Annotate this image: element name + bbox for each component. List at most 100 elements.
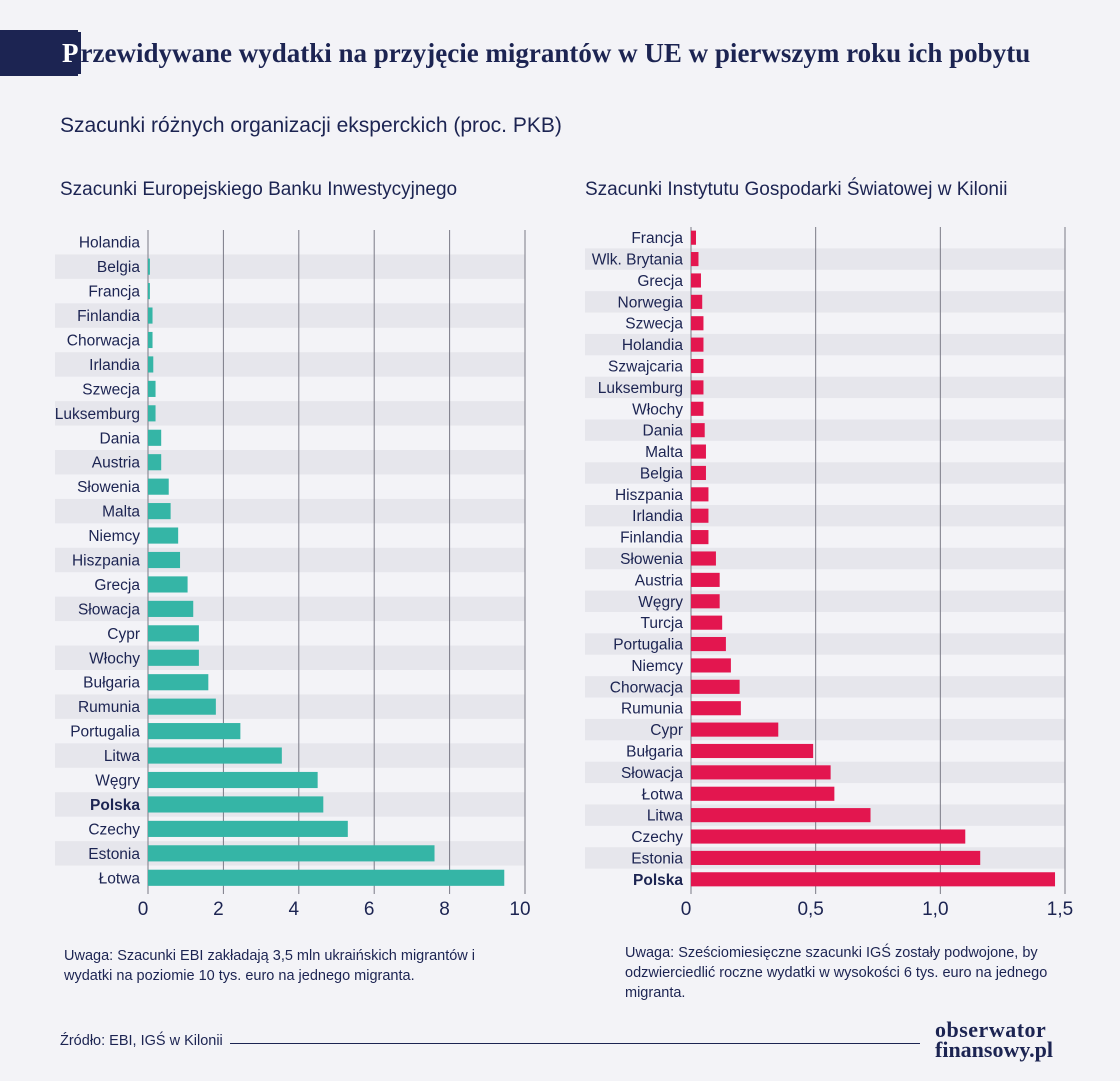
category-label: Węgry [638,594,683,611]
bar [148,527,179,544]
category-label: Cypr [650,722,683,739]
row-stripe [585,376,1065,399]
category-label: Chorwacja [67,333,141,350]
bar [691,829,966,844]
category-label: Niemcy [631,658,683,675]
category-label: Bułgaria [626,743,683,760]
source-divider [230,1043,920,1044]
bar [691,808,871,823]
bar [148,331,153,349]
logo-line-1: obserwator [935,1017,1047,1042]
bar [148,356,154,373]
category-label: Cypr [107,626,140,643]
category-label: Słowenia [620,551,683,568]
category-label: Irlandia [89,357,140,374]
logo-line-2: finansowy.pl [935,1037,1053,1062]
bar [148,674,209,691]
category-label: Hiszpania [72,553,140,570]
bar [148,820,348,837]
bar [691,872,1056,887]
category-label: Czechy [88,821,140,838]
bar [148,429,162,446]
bar [691,701,741,716]
bar [691,423,705,438]
bar [691,487,709,502]
category-label: Malta [102,504,140,521]
category-label: Niemcy [88,528,140,545]
bar [148,747,282,764]
category-label: Luksemburg [55,406,140,423]
category-label: Hiszpania [615,487,683,504]
bar [691,230,696,245]
category-label: Norwegia [618,294,684,311]
x-tick-label: 1,0 [922,899,948,920]
bar [148,600,194,617]
bars [691,230,1056,887]
category-label: Estonia [88,846,140,863]
category-label: Bułgaria [83,675,140,692]
x-tick-label: 8 [439,899,450,920]
bars [148,258,505,886]
stripes [55,254,525,866]
x-tick-label: 2 [213,899,224,920]
bar [691,743,814,759]
category-label: Portugalia [70,724,140,741]
bar [148,380,156,397]
bar [691,572,720,587]
bar [691,401,704,416]
page-subtitle: Szacunki różnych organizacji eksperckich… [60,114,562,137]
row-stripe [55,694,525,719]
category-label: Belgia [640,465,683,482]
bar [148,723,241,740]
row-stripe [585,248,1065,270]
bar [148,454,162,471]
category-label: Szwajcaria [608,359,683,376]
category-label: Holandia [79,235,141,252]
category-labels: Holandia Belgia Francja Finlandia Chorwacja I… [55,235,141,888]
category-label: Luksemburg [598,380,683,397]
category-label: Rumunia [78,699,140,716]
bar [691,380,704,395]
category-label: Holandia [622,337,684,354]
chart-title-ebi: Szacunki Europejskiego Banku Inwestycyjn… [60,179,458,200]
note-ebi: Uwaga: Szacunki EBI zakładają 3,5 mln uk… [64,948,476,984]
bar [148,478,169,495]
x-tick-labels: 0 0,5 1,0 1,5 [681,899,1074,920]
bar [691,551,716,566]
category-label: Włochy [89,650,140,667]
category-label: Wlk. Brytania [592,252,684,269]
logo: obserwator finansowy.pl [935,1017,1053,1062]
row-stripe [55,254,525,279]
category-label: Rumunia [621,701,683,718]
bar [148,649,199,666]
x-tick-label: 0 [681,899,692,920]
x-tick-labels: 0 2 4 6 8 10 [138,899,531,920]
category-label: Francja [88,284,140,301]
x-tick-label: 0 [138,899,149,920]
row-stripe [585,419,1065,441]
bar [691,658,731,673]
row-stripe [55,547,525,573]
bar [148,551,181,569]
category-label: Austria [635,572,684,589]
row-stripe [55,645,525,670]
bar [691,444,706,459]
bar [148,503,171,520]
bar [691,594,720,609]
bar [148,698,216,715]
row-stripe [585,291,1065,313]
category-labels: Francja Wlk. Brytania Grecja Norwegia Szwecj… [592,230,684,889]
bar [691,252,699,267]
category-label: Włochy [632,401,683,418]
category-label: Łotwa [99,870,141,887]
category-label: Grecja [94,577,140,594]
bar [148,625,199,642]
category-label: Turcja [641,615,684,632]
bar [691,722,779,737]
title-first-letter: P [60,32,81,74]
page-title: Przewidywane wydatki na przyjęcie migran… [60,32,1030,74]
category-label: Litwa [647,808,684,825]
bar [691,636,726,652]
x-tick-label: 1,5 [1047,899,1073,920]
